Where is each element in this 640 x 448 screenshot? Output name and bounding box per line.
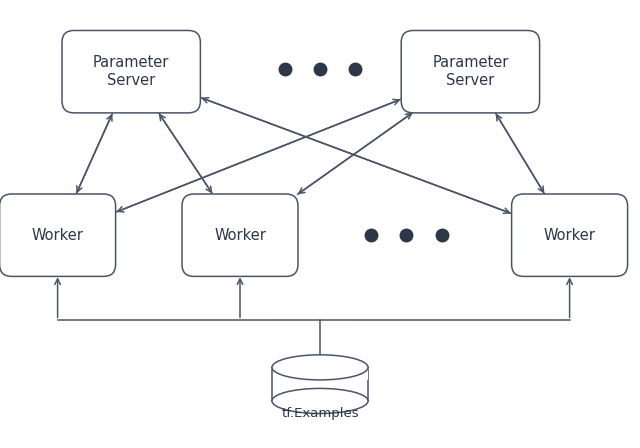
Bar [272, 367, 368, 401]
FancyBboxPatch shape [62, 30, 200, 113]
Bar [273, 366, 367, 380]
Text: Parameter
Server: Parameter Server [93, 56, 170, 88]
Text: Parameter
Server: Parameter Server [432, 56, 509, 88]
FancyBboxPatch shape [511, 194, 628, 276]
Text: Worker: Worker [543, 228, 596, 243]
FancyBboxPatch shape [0, 194, 116, 276]
Ellipse shape [272, 388, 368, 414]
Text: Worker: Worker [31, 228, 84, 243]
Text: tf.Examples: tf.Examples [281, 407, 359, 420]
Text: Worker: Worker [214, 228, 266, 243]
Ellipse shape [272, 355, 368, 380]
FancyBboxPatch shape [401, 30, 540, 113]
FancyBboxPatch shape [182, 194, 298, 276]
